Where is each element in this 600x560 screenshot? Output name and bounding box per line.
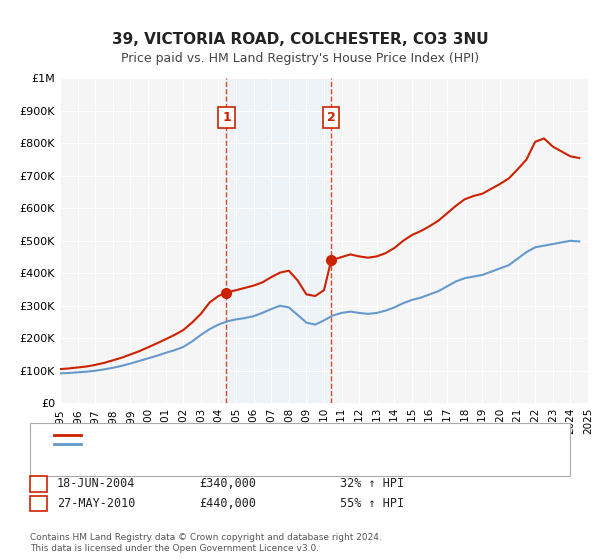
Text: 2: 2 [34,497,43,510]
Text: 32% ↑ HPI: 32% ↑ HPI [340,477,404,491]
Text: 55% ↑ HPI: 55% ↑ HPI [340,497,404,510]
Text: 1: 1 [34,477,43,491]
Text: HPI: Average price, detached house, Colchester: HPI: Average price, detached house, Colc… [87,439,353,449]
Text: 39, VICTORIA ROAD, COLCHESTER, CO3 3NU: 39, VICTORIA ROAD, COLCHESTER, CO3 3NU [112,32,488,46]
Bar [226,78,331,403]
Text: 39, VICTORIA ROAD, COLCHESTER, CO3 3NU (detached house): 39, VICTORIA ROAD, COLCHESTER, CO3 3NU (… [87,430,437,440]
Text: Price paid vs. HM Land Registry's House Price Index (HPI): Price paid vs. HM Land Registry's House … [121,52,479,66]
Text: Contains HM Land Registry data © Crown copyright and database right 2024.
This d: Contains HM Land Registry data © Crown c… [30,534,382,553]
Text: 1: 1 [222,111,231,124]
Text: £440,000: £440,000 [199,497,257,510]
Text: 27-MAY-2010: 27-MAY-2010 [57,497,135,510]
Text: £340,000: £340,000 [199,477,257,491]
Text: 2: 2 [327,111,335,124]
Text: 18-JUN-2004: 18-JUN-2004 [57,477,135,491]
